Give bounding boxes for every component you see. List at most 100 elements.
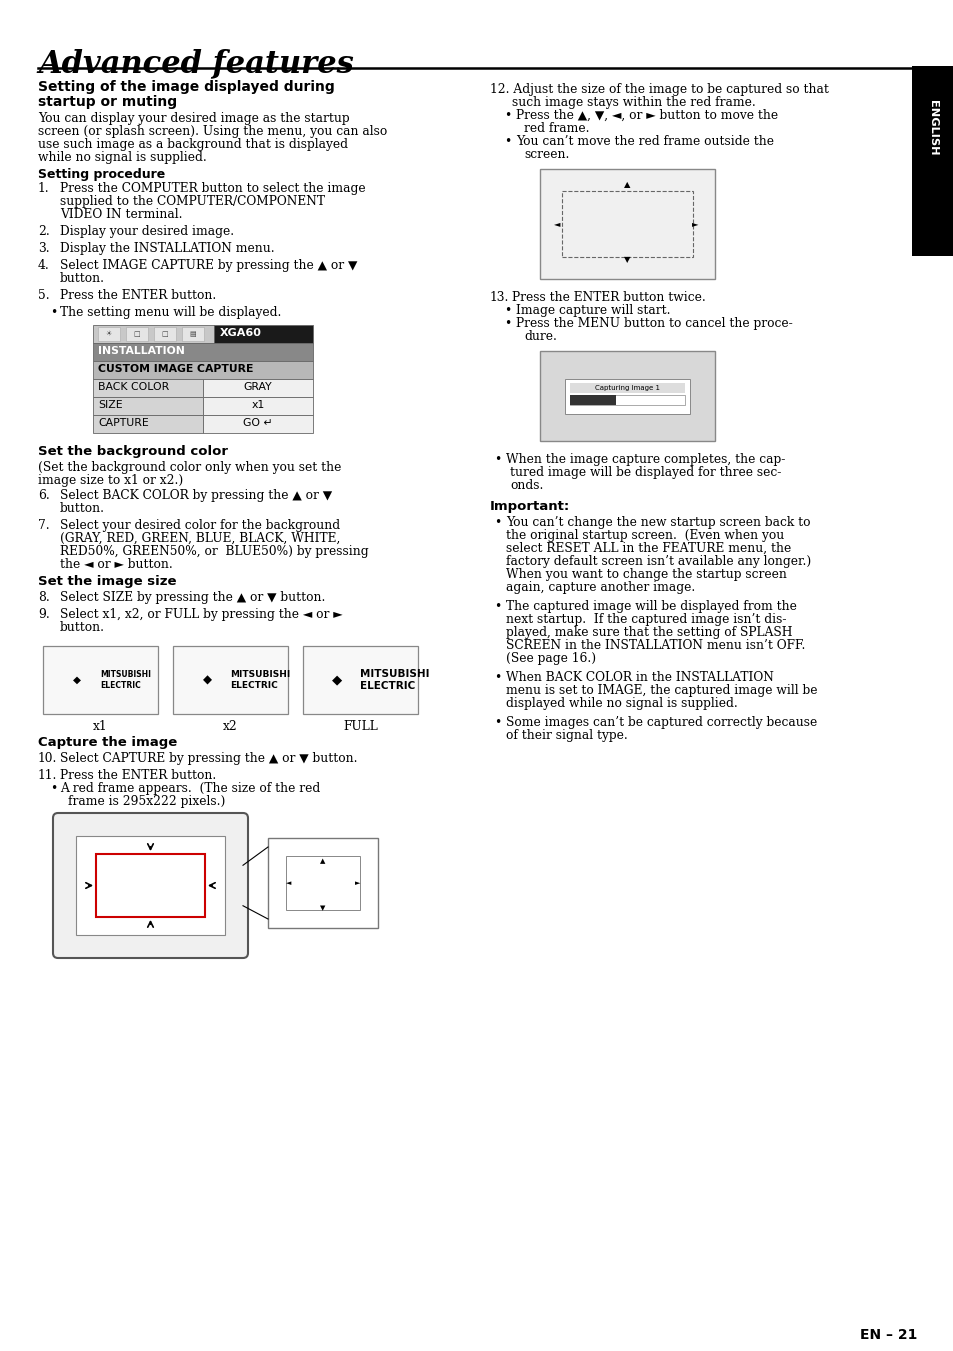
Text: MITSUBISHI
ELECTRIC: MITSUBISHI ELECTRIC: [231, 670, 291, 690]
Text: use such image as a background that is displayed: use such image as a background that is d…: [38, 138, 348, 151]
Text: ▲: ▲: [320, 858, 325, 865]
Text: 8.: 8.: [38, 590, 50, 604]
Bar: [92, 361, 313, 380]
Text: CUSTOM IMAGE CAPTURE: CUSTOM IMAGE CAPTURE: [98, 363, 253, 374]
Text: •: •: [494, 600, 500, 613]
Text: •: •: [494, 453, 500, 466]
Bar: [539, 351, 714, 440]
Text: You can display your desired image as the startup: You can display your desired image as th…: [38, 112, 349, 126]
Text: the original startup screen.  (Even when you: the original startup screen. (Even when …: [505, 530, 783, 542]
Text: □: □: [161, 331, 168, 336]
Text: •: •: [503, 135, 511, 149]
Text: the ◄ or ► button.: the ◄ or ► button.: [60, 558, 172, 571]
Text: •: •: [503, 304, 511, 317]
Text: next startup.  If the captured image isn’t dis-: next startup. If the captured image isn’…: [505, 613, 785, 626]
Text: A red frame appears.  (The size of the red: A red frame appears. (The size of the re…: [60, 782, 320, 794]
Text: 9.: 9.: [38, 608, 50, 621]
Text: Capture the image: Capture the image: [38, 736, 177, 748]
Text: startup or muting: startup or muting: [38, 95, 177, 109]
Text: Advanced features: Advanced features: [38, 49, 354, 78]
Text: When the image capture completes, the cap-: When the image capture completes, the ca…: [505, 453, 784, 466]
Bar: [268, 838, 377, 928]
Text: ◆: ◆: [203, 674, 212, 686]
Text: □: □: [133, 331, 140, 336]
Text: 4.: 4.: [38, 259, 50, 272]
Text: Some images can’t be captured correctly because: Some images can’t be captured correctly …: [505, 716, 817, 730]
Text: RED50%, GREEN50%, or  BLUE50%) by pressing: RED50%, GREEN50%, or BLUE50%) by pressin…: [60, 544, 368, 558]
Bar: [96, 854, 205, 917]
Text: Press the MENU button to cancel the proce-: Press the MENU button to cancel the proc…: [516, 317, 792, 330]
Text: The captured image will be displayed from the: The captured image will be displayed fro…: [505, 600, 796, 613]
Text: x1: x1: [93, 720, 108, 734]
Text: frame is 295x222 pixels.): frame is 295x222 pixels.): [68, 794, 225, 808]
Text: •: •: [494, 516, 500, 530]
Text: Select BACK COLOR by pressing the ▲ or ▼: Select BACK COLOR by pressing the ▲ or ▼: [60, 489, 332, 503]
Text: Press the ENTER button.: Press the ENTER button.: [60, 289, 216, 303]
Bar: [172, 646, 288, 713]
Text: ▲: ▲: [623, 181, 630, 189]
Text: 7.: 7.: [38, 519, 50, 532]
Text: •: •: [50, 782, 57, 794]
Text: ▼: ▼: [623, 255, 630, 265]
Text: INSTALLATION: INSTALLATION: [98, 346, 185, 357]
Text: dure.: dure.: [523, 330, 557, 343]
Bar: [569, 394, 684, 405]
Text: Display the INSTALLATION menu.: Display the INSTALLATION menu.: [60, 242, 274, 255]
Text: ENGLISH: ENGLISH: [927, 100, 937, 155]
Text: When you want to change the startup screen: When you want to change the startup scre…: [505, 567, 786, 581]
Bar: [911, 66, 953, 86]
Text: (Set the background color only when you set the: (Set the background color only when you …: [38, 461, 341, 474]
Text: ►: ►: [355, 880, 360, 886]
Text: screen (or splash screen). Using the menu, you can also: screen (or splash screen). Using the men…: [38, 126, 387, 138]
Bar: [92, 415, 203, 434]
Text: Capturing Image 1: Capturing Image 1: [595, 385, 659, 390]
Text: menu is set to IMAGE, the captured image will be: menu is set to IMAGE, the captured image…: [505, 684, 817, 697]
Text: GRAY: GRAY: [243, 382, 272, 392]
Text: •: •: [503, 109, 511, 122]
Text: BACK COLOR: BACK COLOR: [98, 382, 169, 392]
Text: Press the COMPUTER button to select the image: Press the COMPUTER button to select the …: [60, 182, 365, 195]
Text: of their signal type.: of their signal type.: [505, 730, 627, 742]
Text: Set the image size: Set the image size: [38, 576, 176, 588]
Text: You can’t move the red frame outside the: You can’t move the red frame outside the: [516, 135, 773, 149]
Bar: [203, 380, 313, 397]
Text: SIZE: SIZE: [98, 400, 123, 409]
Bar: [564, 380, 689, 413]
Text: while no signal is supplied.: while no signal is supplied.: [38, 151, 207, 163]
Text: red frame.: red frame.: [523, 122, 589, 135]
Text: x1: x1: [251, 400, 264, 409]
Text: 10.: 10.: [38, 753, 57, 765]
Text: •: •: [494, 716, 500, 730]
Text: CAPTURE: CAPTURE: [98, 417, 149, 428]
Bar: [569, 382, 684, 393]
Text: Select SIZE by pressing the ▲ or ▼ button.: Select SIZE by pressing the ▲ or ▼ butto…: [60, 590, 325, 604]
Text: Select CAPTURE by pressing the ▲ or ▼ button.: Select CAPTURE by pressing the ▲ or ▼ bu…: [60, 753, 357, 765]
Text: factory default screen isn’t available any longer.): factory default screen isn’t available a…: [505, 555, 810, 567]
Text: XGA60: XGA60: [220, 328, 262, 338]
Text: EN – 21: EN – 21: [859, 1328, 917, 1342]
Text: such image stays within the red frame.: such image stays within the red frame.: [512, 96, 755, 109]
Text: Select IMAGE CAPTURE by pressing the ▲ or ▼: Select IMAGE CAPTURE by pressing the ▲ o…: [60, 259, 357, 272]
Text: Setting procedure: Setting procedure: [38, 168, 165, 181]
Text: Image capture will start.: Image capture will start.: [516, 304, 670, 317]
Text: Set the background color: Set the background color: [38, 444, 228, 458]
Text: supplied to the COMPUTER/COMPONENT: supplied to the COMPUTER/COMPONENT: [60, 195, 325, 208]
Text: MITSUBISHI
ELECTRIC: MITSUBISHI ELECTRIC: [100, 670, 152, 690]
Text: Select x1, x2, or FULL by pressing the ◄ or ►: Select x1, x2, or FULL by pressing the ◄…: [60, 608, 342, 621]
Text: Setting of the image displayed during: Setting of the image displayed during: [38, 80, 335, 95]
Text: •: •: [50, 305, 57, 319]
Text: When BACK COLOR in the INSTALLATION: When BACK COLOR in the INSTALLATION: [505, 671, 773, 684]
Text: ◆: ◆: [332, 674, 342, 686]
Text: played, make sure that the setting of SPLASH: played, make sure that the setting of SP…: [505, 626, 792, 639]
Bar: [76, 836, 225, 935]
Text: You can’t change the new startup screen back to: You can’t change the new startup screen …: [505, 516, 810, 530]
Text: Display your desired image.: Display your desired image.: [60, 226, 233, 238]
Text: Select your desired color for the background: Select your desired color for the backgr…: [60, 519, 340, 532]
FancyBboxPatch shape: [53, 813, 248, 958]
Text: displayed while no signal is supplied.: displayed while no signal is supplied.: [505, 697, 737, 711]
Text: SCREEN in the INSTALLATION menu isn’t OFF.: SCREEN in the INSTALLATION menu isn’t OF…: [505, 639, 804, 653]
Text: MITSUBISHI
ELECTRIC: MITSUBISHI ELECTRIC: [360, 669, 430, 690]
Text: select RESET ALL in the FEATURE menu, the: select RESET ALL in the FEATURE menu, th…: [505, 542, 790, 555]
Text: 6.: 6.: [38, 489, 50, 503]
Text: (GRAY, RED, GREEN, BLUE, BLACK, WHITE,: (GRAY, RED, GREEN, BLUE, BLACK, WHITE,: [60, 532, 340, 544]
